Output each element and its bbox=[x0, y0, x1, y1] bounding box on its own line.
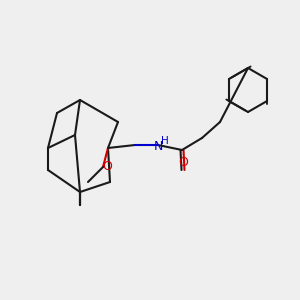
Text: O: O bbox=[178, 157, 188, 169]
Text: O: O bbox=[102, 160, 112, 173]
Text: N: N bbox=[153, 140, 163, 154]
Text: H: H bbox=[161, 136, 169, 146]
